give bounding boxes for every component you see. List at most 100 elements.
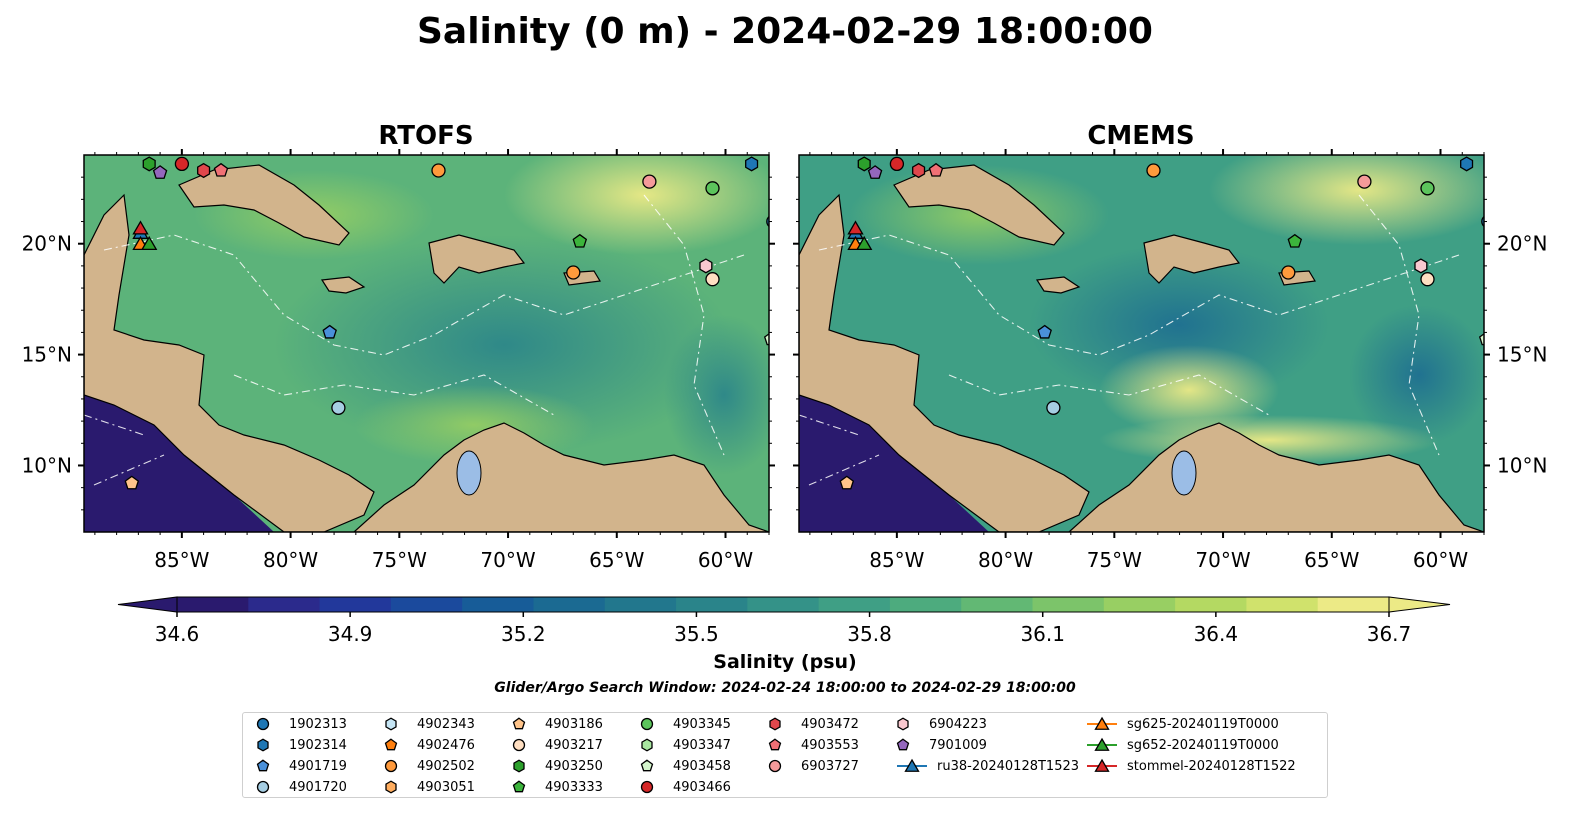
legend-entry: 4903250 (511, 756, 603, 776)
argo-float-pentagon-icon (763, 333, 769, 346)
argo-float-pentagon-icon (322, 324, 337, 339)
legend-marker-triangle (1094, 737, 1110, 751)
colorbar-tick-label: 35.2 (501, 622, 546, 646)
lon-tick-label: 60°W (698, 548, 753, 572)
float-marker (1281, 265, 1296, 280)
argo-circle-icon (384, 759, 398, 773)
map-markers (124, 156, 769, 490)
argo-float-pentagon-icon (839, 475, 855, 490)
legend-entry: 4903347 (639, 735, 731, 755)
legend-label: 4902343 (417, 716, 475, 732)
float-marker (745, 156, 759, 172)
legend-entry: sg652-20240119T0000 (1085, 735, 1279, 755)
map-rtofs (83, 154, 770, 533)
colorbar-segment (1032, 597, 1105, 612)
argo-float-hexagon-icon (699, 258, 713, 274)
argo-float-circle-icon (705, 181, 720, 196)
lon-tick-label: 80°W (263, 548, 318, 572)
panel-title-rtofs: RTOFS (378, 121, 473, 151)
glider-line-triangle-icon (897, 758, 927, 772)
float-marker (197, 162, 211, 179)
legend-label: 6903727 (801, 758, 859, 774)
argo-float-circle-icon (705, 272, 720, 287)
legend-marker-circle (384, 759, 398, 773)
argo-hexagon-icon (513, 759, 525, 773)
float-marker (1420, 272, 1435, 287)
legend-label: 7901009 (929, 737, 987, 753)
legend-marker-hexagon (385, 717, 397, 731)
argo-float-hexagon-icon (1460, 156, 1474, 172)
argo-float-circle-icon (889, 156, 905, 172)
colorbar-segment (676, 597, 748, 612)
legend-entry: 4903051 (383, 777, 475, 797)
legend-marker-pentagon (512, 780, 526, 793)
float-marker (331, 400, 346, 415)
legend-entry: 4902343 (383, 714, 475, 734)
argo-float-hexagon-icon (912, 162, 926, 179)
float-marker (763, 333, 769, 346)
colorbar-tick-label: 36.7 (1367, 622, 1412, 646)
colorbar-min-extend (117, 596, 178, 613)
legend-entry: 4903466 (639, 777, 731, 797)
legend-marker-triangle (1094, 758, 1110, 772)
legend-entry: 4902502 (383, 756, 475, 776)
legend-entry: 6903727 (767, 756, 859, 776)
float-marker (642, 174, 657, 189)
colorbar-segment (1246, 597, 1319, 612)
legend-entry: 4903217 (511, 735, 603, 755)
colorbar-segment (533, 597, 606, 612)
legend-entry: ru38-20240128T1523 (895, 756, 1079, 776)
legend-marker-circle (640, 717, 654, 731)
legend-entry: 4903472 (767, 714, 859, 734)
legend-label: ru38-20240128T1523 (937, 758, 1080, 774)
legend-label: 4903347 (673, 737, 731, 753)
legend: 1902313 1902314 4901719 4901720 4902343 49024… (242, 712, 1328, 798)
colorbar-tick-label: 35.5 (674, 622, 719, 646)
float-marker (141, 235, 158, 251)
legend-marker-circle (256, 717, 270, 731)
legend-label: 1902314 (289, 737, 347, 753)
salinity-patch (1349, 305, 1484, 445)
float-marker (1414, 258, 1428, 274)
legend-marker-pentagon (256, 759, 270, 772)
float-marker (867, 165, 883, 179)
legend-label: 4903553 (801, 737, 859, 753)
colorbar-tick-label: 34.9 (328, 622, 373, 646)
legend-label: 4902476 (417, 737, 475, 753)
argo-float-circle-icon (1357, 174, 1372, 189)
legend-label: 4903217 (545, 737, 603, 753)
legend-label: 4901720 (289, 779, 347, 795)
float-marker (705, 181, 720, 196)
colorbar-max-extend (1388, 596, 1451, 613)
float-marker (928, 162, 944, 177)
argo-circle-icon (768, 759, 782, 773)
legend-label: 4903458 (673, 758, 731, 774)
maritime-boundaries (84, 194, 745, 486)
maritime-boundaries (799, 194, 1460, 486)
float-marker (1460, 156, 1474, 172)
argo-float-pentagon-icon (928, 162, 944, 177)
float-marker (912, 162, 926, 179)
float-marker (132, 220, 149, 235)
argo-hexagon-icon (385, 717, 397, 731)
colorbar-segment (889, 597, 962, 612)
legend-label: 4903186 (545, 716, 603, 732)
lat-tick-label: 15°N (1497, 343, 1547, 367)
legend-entry: 4901719 (255, 756, 347, 776)
float-marker (705, 272, 720, 287)
lat-tick-label: 15°N (22, 343, 72, 367)
lat-tick-label: 20°N (1497, 232, 1547, 256)
argo-pentagon-icon (512, 717, 526, 730)
legend-entry: 6904223 (895, 714, 987, 734)
legend-entry: 4903458 (639, 756, 731, 776)
argo-float-pentagon-icon (1037, 324, 1052, 339)
panel-title-cmems: CMEMS (1087, 121, 1194, 151)
float-marker (572, 233, 588, 248)
argo-circle-icon (512, 738, 526, 752)
legend-marker-pentagon (384, 738, 398, 751)
float-marker (1146, 163, 1161, 178)
float-marker (847, 220, 864, 235)
float-marker (699, 258, 713, 274)
lake-maracaibo (456, 450, 482, 496)
